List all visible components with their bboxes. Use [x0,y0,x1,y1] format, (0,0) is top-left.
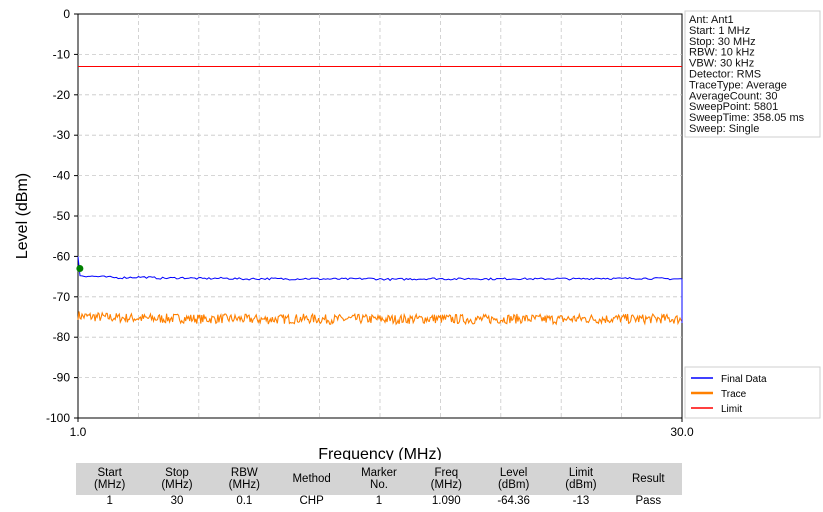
x-axis-label: Frequency (MHz) [318,446,442,460]
legend-label: Limit [721,404,742,415]
marker-point [76,265,84,273]
info-line: SweepPoint: 5801 [689,101,778,113]
table-header-cell: Method [277,463,346,495]
table-cell: CHP [277,495,346,508]
result-table: Start (MHz) Stop (MHz) RBW (MHz) Method Marker N… [76,463,682,508]
info-line: Detector: RMS [689,69,761,81]
table-header-cell: Freq (MHz) [412,463,480,495]
info-line: TraceType: Average [689,79,787,91]
table-cell: 1.090 [412,495,480,508]
table-header-cell: Start (MHz) [76,463,144,495]
info-line: VBW: 30 kHz [689,58,754,70]
legend-label: Final Data [721,374,767,385]
table-row: 1 30 0.1 CHP 1 1.090 -64.36 -13 Pass [76,495,682,508]
y-tick-label: -60 [53,249,71,263]
y-tick-label: -90 [53,371,71,385]
info-line: Start: 1 MHz [689,25,750,37]
info-line: SweepTime: 358.05 ms [689,112,805,124]
table-header-cell: Limit (dBm) [547,463,615,495]
y-tick-label: -100 [46,411,70,425]
info-line: Ant: Ant1 [689,14,734,26]
info-line: AverageCount: 30 [689,90,777,102]
table-header-cell: Marker No. [345,463,413,495]
table-body: 1 30 0.1 CHP 1 1.090 -64.36 -13 Pass [76,495,682,508]
series-line-trace [77,311,683,326]
series-line-final-data [77,256,683,282]
y-axis-label: Level (dBm) [14,173,31,259]
table-header-cell: Stop (MHz) [143,463,211,495]
table-header-cell: RBW (MHz) [210,463,278,495]
y-tick-label: -50 [53,209,71,223]
info-line: Stop: 30 MHz [689,36,756,48]
y-tick-label: -10 [53,47,71,61]
table-cell: -64.36 [479,495,548,508]
table-cell: 30 [143,495,211,508]
grid-lines [78,14,682,418]
x-tick-label: 1.0 [70,425,87,439]
x-tick-label: 30.0 [670,425,694,439]
legend: Final Data Trace Limit [691,374,767,415]
table-cell: -13 [547,495,615,508]
table-cell: 1 [345,495,413,508]
table-cell: 0.1 [210,495,278,508]
y-tick-label: -70 [53,290,71,304]
info-line: RBW: 10 kHz [689,47,755,59]
y-tick-label: -40 [53,169,71,183]
table-cell: Pass [614,495,682,508]
table-header-row: Start (MHz) Stop (MHz) RBW (MHz) Method Marker N… [76,463,682,495]
info-line: Sweep: Single [689,123,759,135]
y-tick-label: -30 [53,128,71,142]
y-tick-label: -80 [53,330,71,344]
info-box [684,10,821,138]
y-tick-label: -20 [53,88,71,102]
y-tick-label: 0 [63,7,70,21]
table-header-cell: Result [614,463,682,495]
legend-label: Trace [721,389,747,400]
table-header-cell: Level (dBm) [479,463,548,495]
series-layer [76,66,683,326]
table-cell: 1 [76,495,144,508]
